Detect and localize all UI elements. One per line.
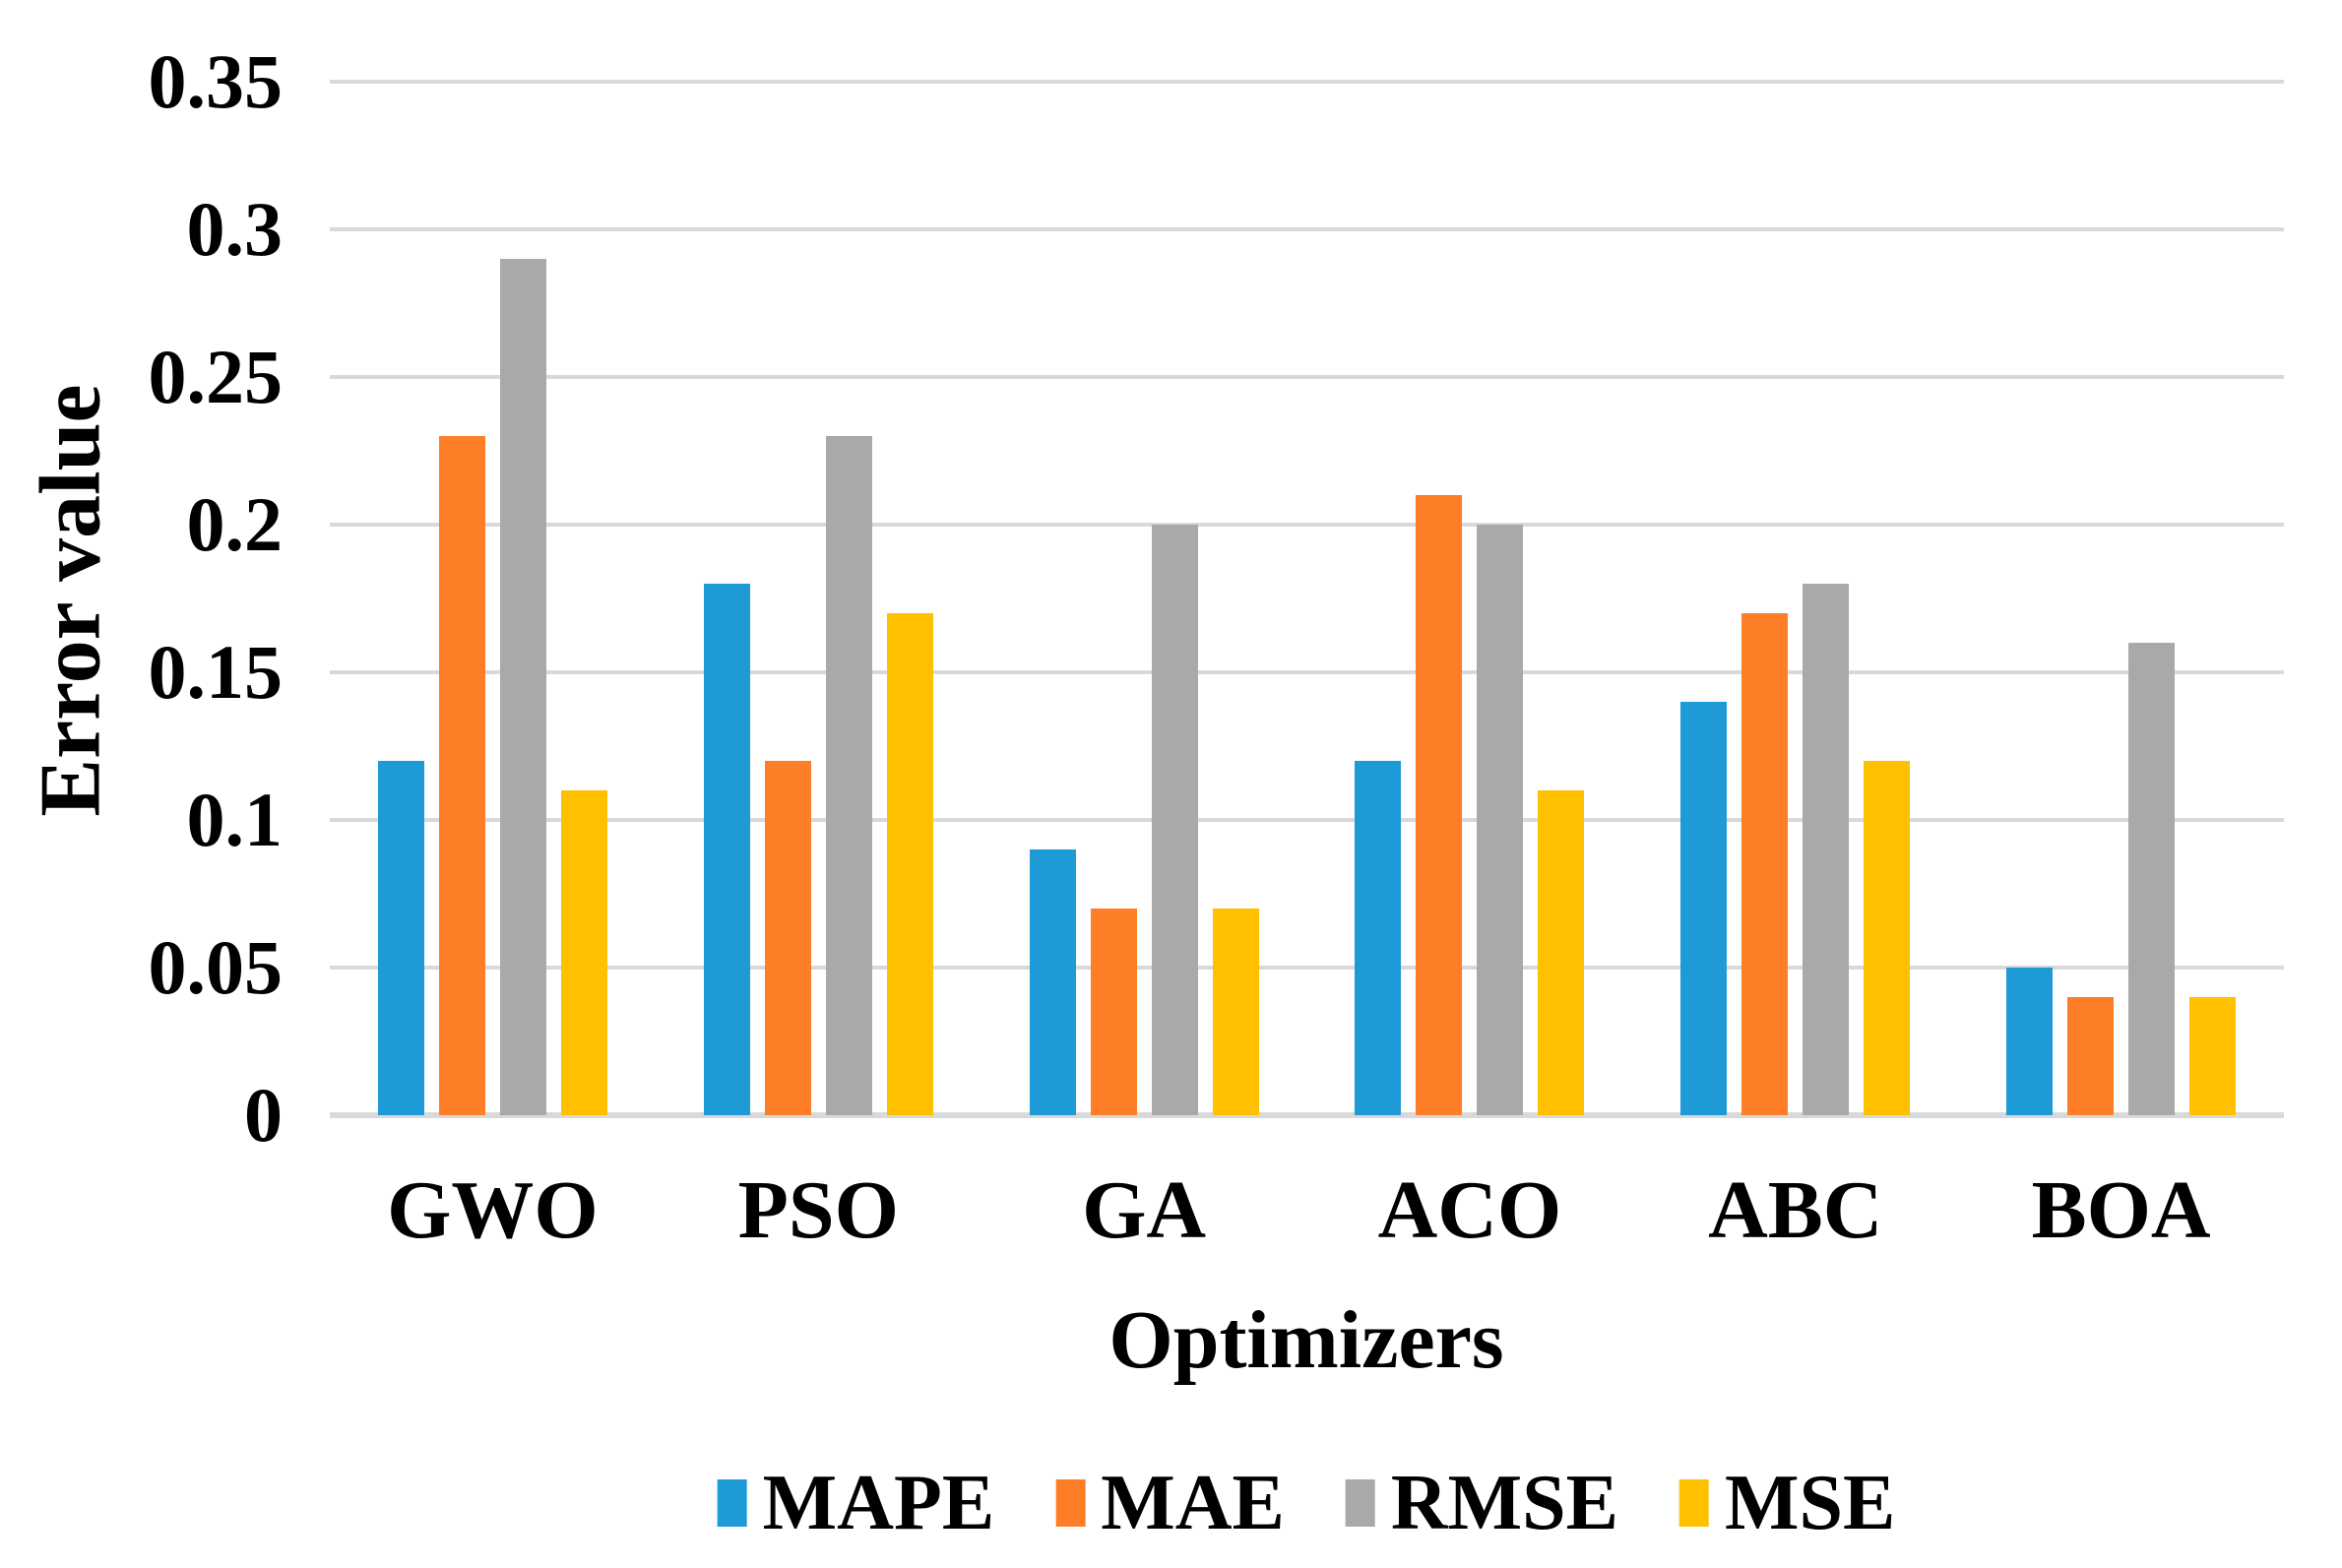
gridline — [330, 375, 2284, 379]
bar-mae-aco — [1416, 495, 1463, 1115]
gridline — [330, 227, 2284, 231]
legend-label: MAPE — [762, 1460, 995, 1546]
x-axis-line — [330, 1112, 2284, 1118]
bar-mae-gwo — [438, 436, 485, 1115]
legend-swatch-mae — [1055, 1479, 1086, 1527]
x-category-label-abc: ABC — [1708, 1164, 1883, 1256]
gridline — [330, 818, 2284, 822]
bar-mae-boa — [2067, 997, 2115, 1115]
bar-mape-pso — [703, 584, 750, 1115]
legend-item-mse: MSE — [1678, 1460, 1896, 1546]
legend-swatch-rmse — [1345, 1479, 1375, 1527]
bar-rmse-boa — [2128, 643, 2176, 1115]
bar-mae-abc — [1741, 613, 1789, 1115]
bar-mape-boa — [2006, 968, 2054, 1115]
plot-area — [330, 80, 2284, 1118]
bar-mape-ga — [1029, 849, 1076, 1115]
x-category-label-pso: PSO — [737, 1164, 899, 1256]
y-tick-label: 0.1 — [186, 777, 284, 862]
bar-mape-aco — [1355, 761, 1402, 1115]
x-axis-title: Optimizers — [1108, 1294, 1504, 1386]
bar-rmse-gwo — [499, 259, 546, 1115]
y-tick-label: 0.15 — [148, 629, 284, 715]
legend-swatch-mse — [1678, 1479, 1709, 1527]
bar-mse-aco — [1538, 790, 1585, 1115]
bar-mse-abc — [1864, 761, 1911, 1115]
x-category-label-boa: BOA — [2031, 1164, 2211, 1256]
legend-item-rmse: RMSE — [1345, 1460, 1618, 1546]
y-tick-label: 0.3 — [186, 186, 284, 272]
bar-mse-ga — [1212, 909, 1259, 1115]
bar-mape-abc — [1680, 702, 1728, 1115]
y-tick-label: 0 — [244, 1072, 283, 1158]
bar-mse-pso — [886, 613, 933, 1115]
x-category-label-aco: ACO — [1377, 1164, 1562, 1256]
bar-rmse-abc — [1803, 584, 1850, 1115]
bar-rmse-aco — [1477, 525, 1524, 1115]
y-tick-label: 0.2 — [186, 481, 284, 567]
bar-mape-gwo — [377, 761, 424, 1115]
gridline — [330, 966, 2284, 970]
y-tick-label: 0.05 — [148, 924, 284, 1010]
legend-item-mape: MAPE — [717, 1460, 995, 1546]
bar-rmse-ga — [1151, 525, 1198, 1115]
y-axis-title: Error value — [23, 384, 119, 817]
legend-item-mae: MAE — [1055, 1464, 1285, 1542]
legend-swatch-mape — [717, 1479, 747, 1527]
bar-rmse-pso — [825, 436, 872, 1115]
x-category-label-ga: GA — [1082, 1164, 1207, 1256]
bar-mse-boa — [2189, 997, 2237, 1115]
legend-label: MSE — [1724, 1460, 1896, 1546]
bar-mae-ga — [1090, 909, 1137, 1115]
legend: MAPE MAE RMSE MSE — [717, 1460, 1896, 1546]
y-tick-label: 0.25 — [148, 334, 284, 419]
gridline — [330, 670, 2284, 674]
gridline — [330, 523, 2284, 527]
bar-mae-pso — [764, 761, 811, 1115]
bar-mse-gwo — [560, 790, 607, 1115]
legend-label: MAE — [1101, 1460, 1285, 1546]
gridline — [330, 80, 2284, 84]
y-tick-label: 0.35 — [148, 38, 284, 124]
legend-label: RMSE — [1390, 1460, 1618, 1546]
x-category-label-gwo: GWO — [387, 1164, 599, 1256]
